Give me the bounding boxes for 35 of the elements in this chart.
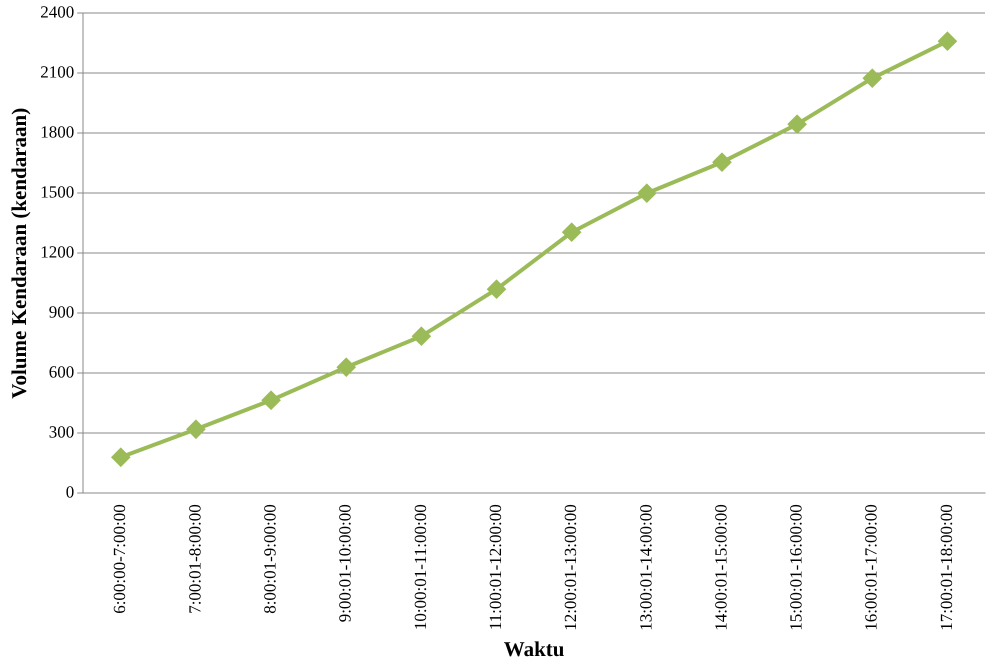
y-tick-label: 300	[48, 422, 74, 442]
point	[938, 32, 956, 50]
point	[112, 448, 130, 466]
x-tick-label: 9:00:01-10:00:00	[336, 504, 355, 622]
x-tick-label: 6:00:00-7:00:00	[110, 504, 130, 614]
y-tick-label: 1500	[40, 182, 74, 202]
x-tick-label: 10:00:01-11:00:00	[410, 504, 430, 630]
y-axis-title: Volume Kendaraan (kendaraan)	[7, 108, 32, 399]
x-tick-label: 7:00:01-8:00:00	[185, 504, 204, 614]
point	[337, 358, 356, 376]
y-tick-label: 1800	[40, 122, 74, 142]
point	[863, 69, 882, 88]
x-tick-label: 14:00:01-15:00:00	[711, 504, 730, 631]
point	[638, 184, 656, 202]
point	[562, 223, 581, 242]
x-tick-label: 13:00:01-14:00:00	[636, 504, 656, 631]
x-tick-label: 15:00:01-16:00:00	[786, 504, 806, 631]
y-tick-label: 600	[48, 362, 74, 382]
y-tick-label: 2400	[40, 2, 74, 22]
point	[788, 115, 806, 134]
point	[412, 327, 430, 346]
point	[712, 153, 731, 172]
y-tick-label: 2100	[40, 62, 74, 82]
point	[262, 391, 280, 410]
x-axis-title: Waktu	[504, 636, 565, 661]
x-tick-label: 11:00:01-12:00:00	[486, 504, 505, 630]
x-tick-label: 16:00:01-17:00:00	[862, 504, 881, 631]
point	[488, 280, 506, 298]
point	[186, 420, 205, 438]
y-tick-label: 0	[66, 482, 74, 502]
x-tick-label: 17:00:01-18:00:00	[936, 504, 956, 631]
x-tick-label: 8:00:01-9:00:00	[260, 504, 280, 614]
x-tick-label: 12:00:01-13:00:00	[561, 504, 580, 631]
y-tick-label: 1200	[40, 242, 74, 262]
y-tick-label: 900	[48, 302, 74, 322]
